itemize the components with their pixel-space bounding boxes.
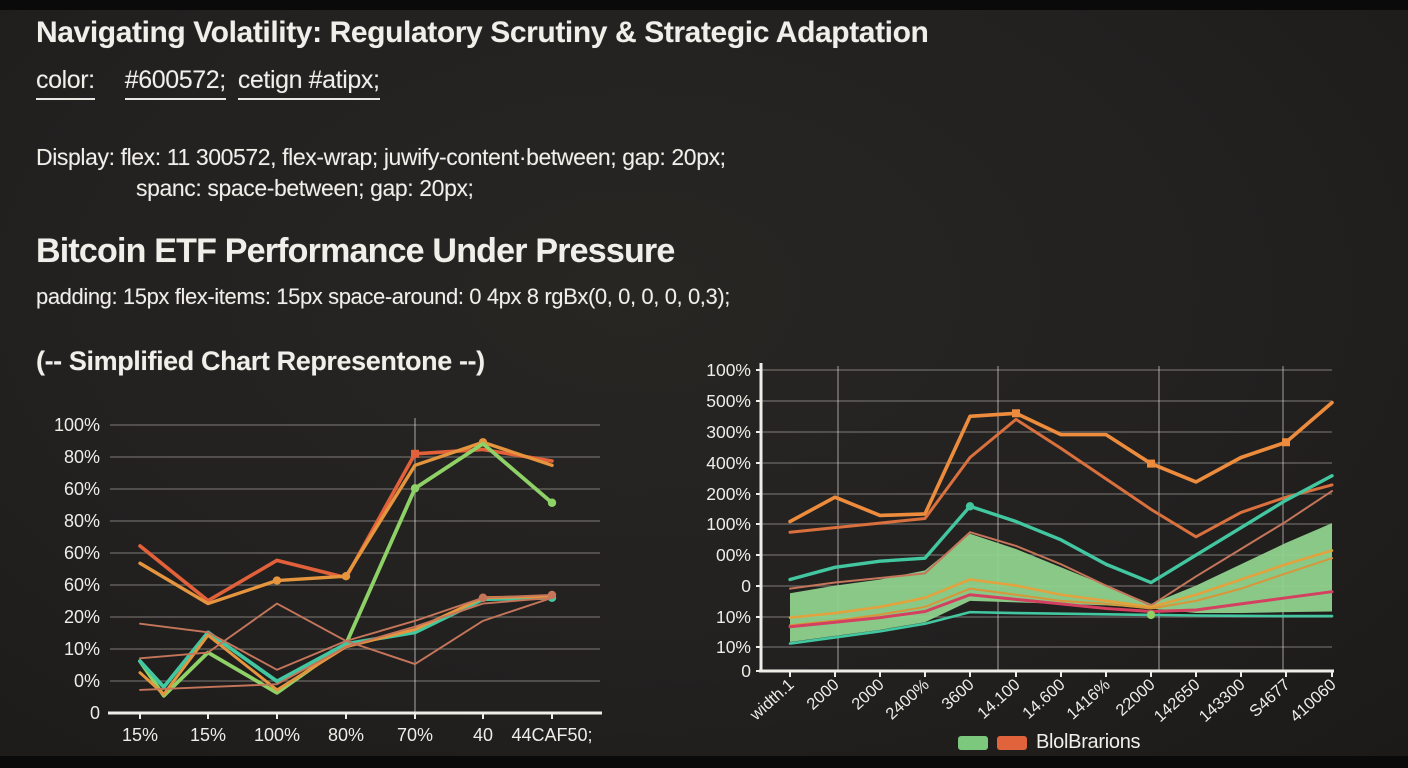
css-text-line-1: Display: flex: 11 300572, flex-wrap; juw… [36, 144, 726, 170]
y-tick-label: 0% [74, 671, 100, 691]
amber-line-2 [789, 557, 1333, 627]
chart-caption: (-- Simplified Chart Representone --) [36, 346, 485, 376]
orange-line-b [788, 417, 1334, 539]
x-tick-label: 142650 [1151, 676, 1204, 726]
x-tick-label: 410060 [1287, 676, 1340, 726]
y-tick-label: 80% [64, 511, 100, 531]
teal-line [138, 595, 554, 689]
y-tick-label: 0 [741, 661, 751, 681]
amber-line-1 [788, 549, 1334, 619]
y-tick-label: 200% [706, 484, 751, 504]
x-tick-label: 40 [473, 725, 493, 745]
y-tick-label: 60% [64, 479, 100, 499]
y-tick-label: 300% [706, 422, 751, 442]
y-tick-label: 00% [716, 545, 751, 565]
css-text-line-3: padding: 15px flex-items: 15px space-aro… [36, 284, 730, 309]
salmon-line-b [139, 596, 553, 665]
x-tick-label: 14.100 [974, 676, 1024, 723]
y-tick-label: 0 [741, 576, 751, 596]
page-title: Navigating Volatility: Regulatory Scruti… [36, 16, 929, 49]
x-tick-label: 14.600 [1019, 676, 1069, 723]
amber-line-marker [341, 572, 351, 581]
top-black-strip [0, 0, 1408, 10]
x-tick-label: 2000 [803, 676, 842, 714]
green-line [138, 441, 554, 698]
green-line-marker [410, 484, 420, 493]
y-tick-label: 10% [716, 637, 751, 657]
x-tick-label: 70% [397, 725, 433, 745]
y-tick-label: 100% [54, 415, 100, 435]
x-tick-label: 100% [254, 725, 300, 745]
orange-line-a-marker [1012, 409, 1020, 418]
salmon-line-c [139, 596, 553, 691]
subtitle-segment-2: #600572; [124, 66, 226, 100]
x-tick-label: 1416% [1063, 675, 1113, 723]
x-tick-label: 143300 [1196, 676, 1249, 726]
y-tick-label: 10% [716, 607, 751, 627]
x-tick-label: 15% [122, 725, 158, 745]
y-tick-label: 400% [706, 453, 751, 473]
salmon-riser-line [789, 490, 1333, 607]
x-tick-label: 80% [328, 725, 364, 745]
y-tick-label: 10% [64, 639, 100, 659]
teal-flat-line-marker [1146, 610, 1156, 620]
amber-line-marker [272, 576, 282, 585]
x-tick-label: 2400% [882, 675, 932, 723]
x-tick-label: 15% [190, 725, 226, 745]
y-tick-label: 20% [64, 607, 100, 627]
legend-swatch-orange [997, 735, 1027, 750]
y-tick-label: 80% [64, 447, 100, 467]
y-tick-label: 100% [706, 360, 751, 380]
chart-legend: BlolBrarions [958, 731, 1141, 754]
x-tick-label: width.1 [746, 676, 798, 725]
bottom-black-strip [0, 756, 1408, 768]
y-tick-label: 60% [64, 575, 100, 595]
y-tick-label: 100% [706, 514, 751, 534]
x-tick-label: 2000 [848, 676, 887, 714]
orange-low-line [138, 594, 554, 696]
subtitle-css-fragment: color: #600572; cetign #atipx; [36, 66, 380, 100]
css-text-line-2: spanc: space-between; gap: 20px; [136, 175, 474, 201]
x-tick-label: 3600 [938, 676, 977, 714]
legend-label: BlolBrarions [1036, 731, 1141, 753]
section-heading: Bitcoin ETF Performance Under Pressure [36, 232, 675, 270]
x-tick-label: S4677 [1246, 676, 1294, 721]
y-tick-label: 0 [90, 703, 100, 723]
orange-line-a-marker [1282, 438, 1290, 447]
y-tick-label: 500% [706, 391, 751, 411]
y-tick-label: 60% [64, 543, 100, 563]
salmon-line-a-marker [547, 590, 557, 600]
x-tick-label: 44CAF50; [511, 725, 592, 745]
simplified-etf-chart: 15% 15% 100% 80% 70% 40 44CAF50; 100% 80% 60% 80% 6… [54, 415, 602, 745]
salmon-line-a-marker [478, 593, 488, 602]
legend-swatch-green [958, 735, 988, 750]
subtitle-segment-3: cetign #atipx; [237, 66, 380, 100]
crimson-line [788, 590, 1334, 629]
teal-line [788, 474, 1334, 585]
green-line-marker [547, 498, 557, 507]
subtitle-segment-1: color: [36, 66, 95, 100]
teal-line-marker [965, 502, 975, 511]
red-line-marker [411, 449, 419, 458]
orange-line-a [788, 400, 1334, 524]
orange-line-a-marker [1147, 459, 1155, 468]
teal-flat-line [788, 610, 1334, 645]
